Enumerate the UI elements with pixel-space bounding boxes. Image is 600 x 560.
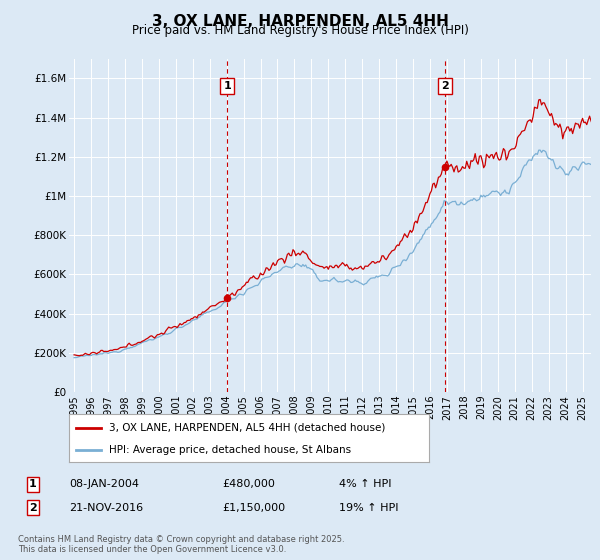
Text: HPI: Average price, detached house, St Albans: HPI: Average price, detached house, St A… [109, 445, 351, 455]
Text: 3, OX LANE, HARPENDEN, AL5 4HH (detached house): 3, OX LANE, HARPENDEN, AL5 4HH (detached… [109, 423, 385, 433]
Text: Price paid vs. HM Land Registry's House Price Index (HPI): Price paid vs. HM Land Registry's House … [131, 24, 469, 37]
Point [223, 293, 232, 302]
Text: 19% ↑ HPI: 19% ↑ HPI [339, 503, 398, 513]
Text: Contains HM Land Registry data © Crown copyright and database right 2025.
This d: Contains HM Land Registry data © Crown c… [18, 535, 344, 554]
Text: 1: 1 [223, 81, 231, 91]
Text: 1: 1 [29, 479, 37, 489]
Text: £1,150,000: £1,150,000 [222, 503, 285, 513]
Point [440, 162, 450, 171]
Text: 4% ↑ HPI: 4% ↑ HPI [339, 479, 391, 489]
Text: 21-NOV-2016: 21-NOV-2016 [69, 503, 143, 513]
Text: 2: 2 [441, 81, 449, 91]
Text: 08-JAN-2004: 08-JAN-2004 [69, 479, 139, 489]
Text: 3, OX LANE, HARPENDEN, AL5 4HH: 3, OX LANE, HARPENDEN, AL5 4HH [152, 14, 448, 29]
Text: £480,000: £480,000 [222, 479, 275, 489]
Text: 2: 2 [29, 503, 37, 513]
